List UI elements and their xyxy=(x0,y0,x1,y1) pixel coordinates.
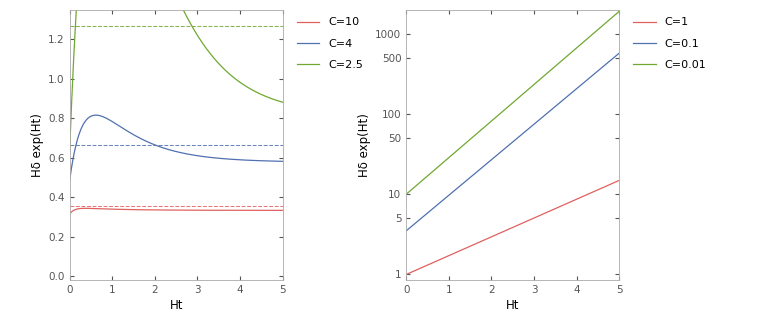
C=0.1 xyxy=(611,55,620,59)
X-axis label: Ht: Ht xyxy=(170,299,183,312)
C=10 xyxy=(274,208,283,212)
C=0.1 xyxy=(492,153,502,157)
Line: C=2.5: C=2.5 xyxy=(70,0,283,150)
C=10 xyxy=(65,212,74,216)
Y-axis label: Hδ exp(Ht): Hδ exp(Ht) xyxy=(31,113,44,177)
C=1 xyxy=(402,272,411,276)
C=1 xyxy=(611,180,620,184)
X-axis label: Ht: Ht xyxy=(506,299,519,312)
Y-axis label: Hδ exp(Ht): Hδ exp(Ht) xyxy=(358,113,371,177)
Line: C=0.1: C=0.1 xyxy=(406,53,619,231)
C=10 xyxy=(278,208,287,212)
C=0.1 xyxy=(402,229,411,233)
C=0.1 xyxy=(483,161,492,165)
C=4 xyxy=(147,142,156,146)
C=2.5 xyxy=(274,99,283,103)
C=0.01 xyxy=(402,192,411,196)
C=0.1 xyxy=(587,74,597,78)
C=10 xyxy=(156,208,166,212)
C=1 xyxy=(426,262,435,266)
Line: C=10: C=10 xyxy=(70,208,283,214)
C=1 xyxy=(483,236,492,240)
Line: C=0.01: C=0.01 xyxy=(406,11,619,194)
C=4 xyxy=(274,159,283,163)
C=1 xyxy=(492,232,502,236)
C=1 xyxy=(587,190,597,194)
C=0.1 xyxy=(426,209,435,213)
C=0.01 xyxy=(615,9,624,13)
Legend: C=10, C=4, C=2.5: C=10, C=4, C=2.5 xyxy=(295,15,365,72)
C=2.5 xyxy=(251,90,260,94)
C=0.01 xyxy=(439,161,448,165)
C=4 xyxy=(89,113,98,117)
Legend: C=1, C=0.1, C=0.01: C=1, C=0.1, C=0.01 xyxy=(631,15,708,72)
C=1 xyxy=(615,178,624,182)
C=2.5 xyxy=(278,100,287,104)
C=4 xyxy=(102,117,111,120)
Line: C=4: C=4 xyxy=(70,115,283,180)
C=4 xyxy=(251,159,260,163)
C=2.5 xyxy=(65,148,74,152)
Line: C=1: C=1 xyxy=(406,180,619,274)
C=0.01 xyxy=(483,122,492,126)
C=10 xyxy=(102,207,111,211)
C=4 xyxy=(156,145,166,149)
C=0.1 xyxy=(439,198,448,202)
C=1 xyxy=(439,256,448,260)
C=0.1 xyxy=(615,51,624,55)
C=0.01 xyxy=(611,13,620,17)
C=10 xyxy=(251,208,260,212)
C=10 xyxy=(80,206,90,210)
C=0.01 xyxy=(492,114,502,118)
C=4 xyxy=(278,159,287,163)
C=10 xyxy=(89,207,98,211)
C=4 xyxy=(65,178,74,182)
C=0.01 xyxy=(587,33,597,37)
C=0.01 xyxy=(426,171,435,175)
C=10 xyxy=(147,208,156,212)
C=4 xyxy=(91,113,101,117)
